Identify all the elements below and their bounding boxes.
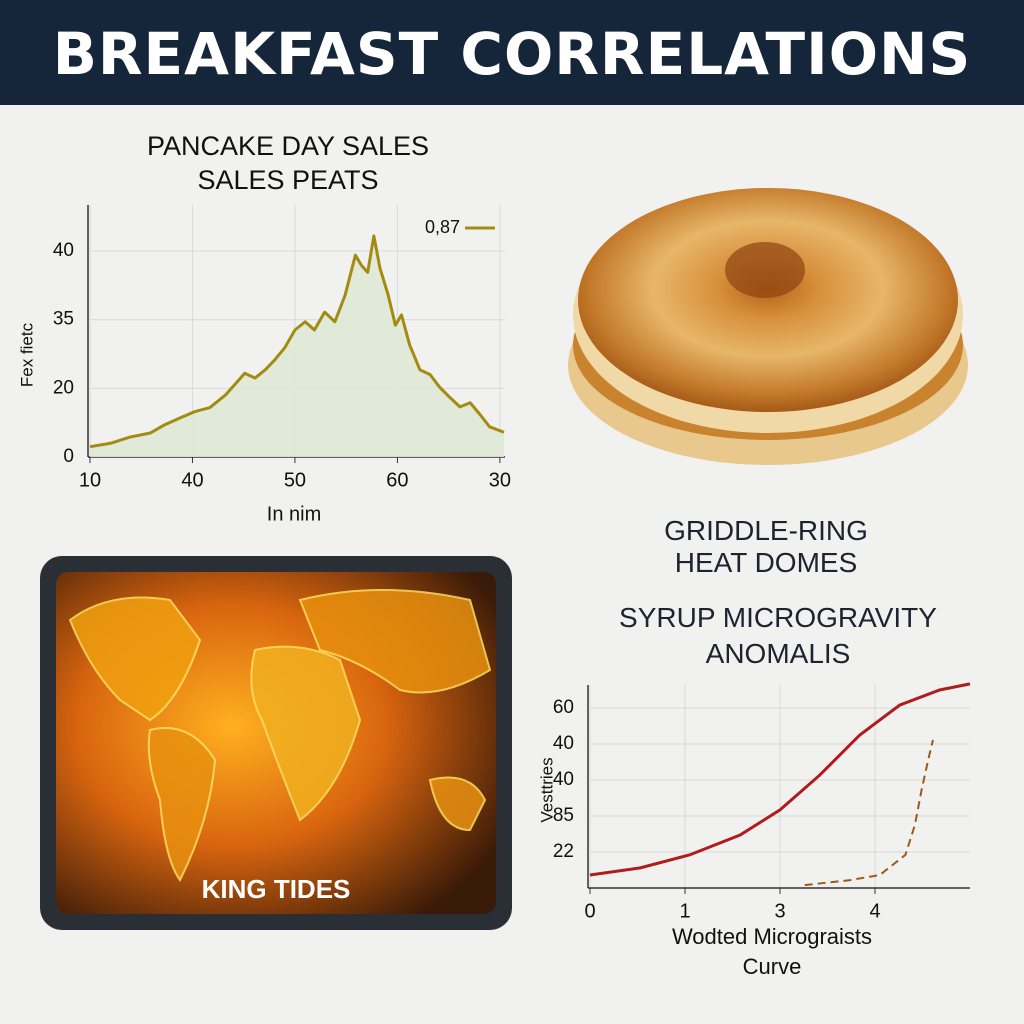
chart-title: PANCAKE DAY SALES (147, 131, 429, 161)
x-tick-label: 40 (181, 469, 203, 491)
y-tick-label: 60 (553, 697, 574, 718)
x-axis-label: In nim (267, 503, 321, 525)
legend-label: 0,87 (425, 217, 460, 237)
header (0, 0, 1024, 105)
y-tick-label: 0 (63, 446, 74, 467)
x-tick-label: 30 (489, 469, 511, 491)
line (89, 234, 505, 449)
y-tick-label: 40 (553, 733, 574, 754)
y-tick-label: 85 (553, 805, 574, 826)
pancake-caption: GRIDDLE-RING HEAT DOMES (566, 515, 966, 579)
line (589, 682, 971, 877)
caption-text: GRIDDLE-RING HEAT DOMES (664, 515, 868, 578)
map-caption: KING TIDES (201, 874, 351, 904)
x-tick-label: 1 (679, 900, 690, 922)
x-axis-label: Wodted Micrograists Curve (671, 924, 873, 979)
chart-title: SYRUP MICROGRAVITY ANOMALIS (619, 602, 937, 669)
y-tick-label: 40 (553, 769, 574, 790)
x-tick-label: 60 (386, 469, 408, 491)
y-tick-label: 35 (53, 309, 74, 330)
y-tick-label: 40 (53, 240, 74, 261)
x-tick-label: 50 (284, 469, 306, 491)
y-axis-label: Vesttries (537, 757, 556, 822)
area-fill (90, 235, 504, 457)
x-tick-label: 4 (869, 900, 880, 922)
page-title: BREAKFAST CORRELATIONS (52, 20, 972, 88)
map-image (40, 556, 512, 930)
y-axis-label: Fex fietc (17, 322, 36, 387)
pancake-image (568, 188, 968, 465)
y-tick-label: 20 (53, 377, 74, 398)
x-tick-label: 3 (774, 900, 785, 922)
chart-subtitle: SALES PEATS (197, 165, 378, 195)
line (804, 739, 934, 887)
x-tick-label: 0 (584, 900, 595, 922)
y-tick-label: 22 (553, 841, 574, 862)
x-tick-label: 10 (79, 469, 101, 491)
